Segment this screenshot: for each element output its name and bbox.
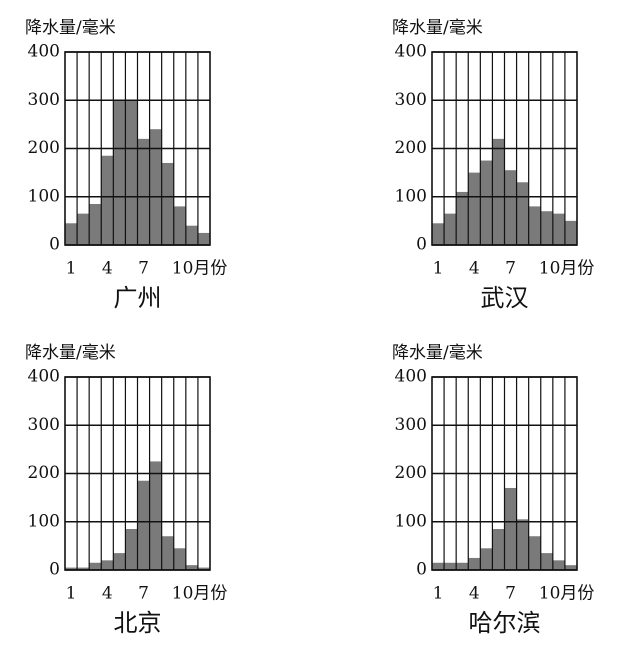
x-tick-label: 4 [102,259,113,279]
x-tick-label: 4 [102,584,113,604]
bar [113,553,126,570]
bar [89,203,102,245]
y-tick-label: 0 [49,560,60,580]
y-tick-label: 100 [395,186,427,206]
bar [161,162,174,245]
y-tick-label: 300 [395,415,427,435]
bar [504,487,517,570]
y-tick-label: 400 [28,367,60,387]
x-tick-label: 4 [469,584,480,604]
y-axis-label: 降水量/毫米 [25,343,116,363]
y-tick-label: 400 [395,42,427,62]
bar [456,562,469,570]
x-tick-label: 10月份 [172,584,228,604]
x-tick-label: 10月份 [539,259,595,279]
y-axis-label: 降水量/毫米 [392,18,483,38]
bar [444,213,457,245]
bar [552,213,565,245]
bar [564,220,577,245]
bar [540,211,553,245]
bar [492,528,505,570]
y-axis-label: 降水量/毫米 [25,18,116,38]
y-tick-label: 200 [395,138,427,158]
bar [468,557,481,570]
bar [456,191,469,245]
x-tick-label: 7 [138,584,149,604]
chart-title: 武汉 [481,284,529,312]
bar [528,206,541,245]
bar [516,519,529,570]
plot-border [64,51,211,246]
y-tick-label: 0 [49,235,60,255]
bar [444,562,457,570]
y-tick-label: 0 [416,560,427,580]
x-tick-label: 1 [433,584,444,604]
bar [480,160,493,245]
bar [432,223,445,245]
bar [101,155,114,245]
bar [552,560,565,570]
bar [468,172,481,245]
x-tick-label: 1 [66,584,77,604]
bar [540,553,553,570]
y-tick-label: 100 [28,186,60,206]
bar [137,480,150,570]
bar [480,548,493,570]
bar [77,567,90,570]
plot-border [431,376,578,571]
bar [101,560,114,570]
bar [161,536,174,570]
plot-border [431,51,578,246]
chart-title: 哈尔滨 [469,609,541,637]
y-tick-label: 400 [28,42,60,62]
x-tick-label: 10月份 [539,584,595,604]
plot-border [64,376,211,571]
y-tick-label: 100 [28,511,60,531]
y-tick-label: 400 [395,367,427,387]
x-tick-label: 7 [138,259,149,279]
bar [504,170,517,245]
bar [65,567,78,570]
y-tick-label: 200 [28,138,60,158]
x-tick-label: 1 [433,259,444,279]
bar [65,223,78,245]
bar [149,129,162,245]
y-tick-label: 100 [395,511,427,531]
bar [137,138,150,245]
bar [185,225,198,245]
x-tick-label: 7 [505,584,516,604]
y-tick-label: 0 [416,235,427,255]
bar [77,213,90,245]
x-tick-label: 10月份 [172,259,228,279]
x-tick-label: 4 [469,259,480,279]
bar [185,565,198,570]
bar [516,182,529,245]
bar [564,565,577,570]
bar [89,562,102,570]
y-tick-label: 200 [28,463,60,483]
x-tick-label: 1 [66,259,77,279]
bar [173,206,186,245]
x-tick-label: 7 [505,259,516,279]
bar [149,461,162,570]
bar [432,562,445,570]
bar [197,232,210,245]
chart-title: 广州 [114,284,162,312]
y-axis-label: 降水量/毫米 [392,343,483,363]
bar [492,138,505,245]
bar [125,528,138,570]
bar [113,100,126,245]
bar [173,548,186,570]
chart-title: 北京 [114,609,162,637]
y-tick-label: 300 [395,90,427,110]
y-tick-label: 200 [395,463,427,483]
y-tick-label: 300 [28,415,60,435]
bar [125,100,138,245]
bar [197,567,210,570]
y-tick-label: 300 [28,90,60,110]
bar [528,536,541,570]
